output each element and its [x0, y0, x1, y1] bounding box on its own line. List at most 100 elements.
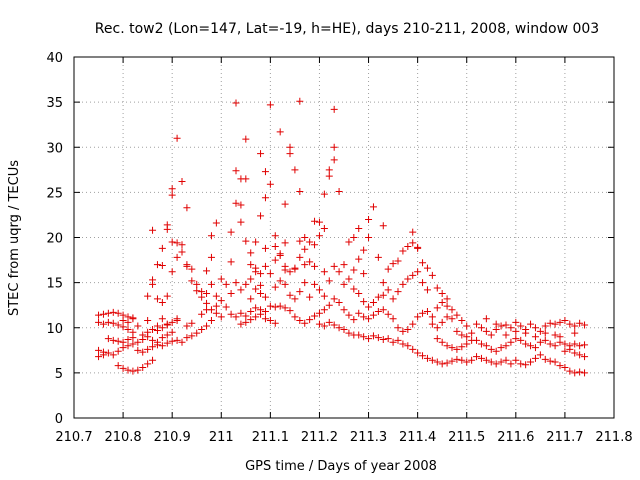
data-point — [502, 321, 510, 329]
data-points — [95, 97, 589, 377]
data-point — [477, 324, 485, 332]
y-tick-label: 5 — [55, 367, 63, 382]
data-point — [129, 367, 137, 375]
data-point — [217, 297, 225, 305]
x-tick-label: 211.7 — [546, 430, 583, 445]
data-point — [531, 333, 539, 341]
data-point — [384, 286, 392, 294]
data-point — [473, 320, 481, 328]
data-point — [546, 340, 554, 348]
data-point — [458, 317, 466, 325]
data-point — [257, 150, 265, 158]
data-point — [296, 288, 304, 296]
data-point — [419, 259, 427, 267]
data-point — [492, 360, 500, 368]
data-point — [242, 318, 250, 326]
data-point — [458, 356, 466, 364]
data-point — [428, 356, 436, 364]
data-point — [203, 289, 211, 297]
data-point — [463, 322, 471, 330]
data-point — [271, 319, 279, 327]
data-point — [207, 253, 215, 261]
data-point — [183, 322, 191, 330]
data-point — [350, 266, 358, 274]
data-point — [158, 261, 166, 269]
data-point — [296, 187, 304, 195]
data-point — [261, 168, 269, 176]
data-point — [438, 289, 446, 297]
data-point — [315, 309, 323, 317]
data-point — [320, 268, 328, 276]
data-point — [261, 293, 269, 301]
data-point — [365, 303, 373, 311]
data-point — [379, 306, 387, 314]
data-point — [237, 320, 245, 328]
data-point — [266, 270, 274, 278]
data-point — [414, 243, 422, 251]
data-point — [487, 331, 495, 339]
data-point — [257, 289, 265, 297]
data-point — [551, 331, 559, 339]
data-point — [556, 362, 564, 370]
data-point — [124, 335, 132, 343]
data-point — [193, 287, 201, 295]
data-point — [286, 291, 294, 299]
data-point — [144, 328, 152, 336]
data-point — [266, 101, 274, 109]
data-point — [369, 311, 377, 319]
data-point — [163, 225, 171, 233]
data-point — [325, 301, 333, 309]
data-point — [404, 342, 412, 350]
data-point — [482, 327, 490, 335]
data-point — [340, 306, 348, 314]
data-point — [360, 298, 368, 306]
data-point — [463, 358, 471, 366]
data-point — [581, 369, 589, 377]
data-point — [468, 329, 476, 337]
data-point — [340, 261, 348, 269]
data-point — [286, 150, 294, 158]
data-point — [139, 363, 147, 371]
data-point — [242, 280, 250, 288]
data-point — [158, 334, 166, 342]
data-point — [134, 322, 142, 330]
data-point — [320, 322, 328, 330]
data-point — [350, 316, 358, 324]
data-point — [330, 262, 338, 270]
data-point — [414, 268, 422, 276]
data-point — [531, 324, 539, 332]
data-point — [173, 239, 181, 247]
data-point — [369, 298, 377, 306]
data-point — [571, 369, 579, 377]
data-point — [369, 332, 377, 340]
data-point — [443, 359, 451, 367]
data-point — [124, 326, 132, 334]
data-point — [379, 291, 387, 299]
data-point — [144, 360, 152, 368]
data-point — [276, 128, 284, 136]
data-point — [178, 178, 186, 186]
data-point — [252, 264, 260, 272]
data-point — [536, 351, 544, 359]
data-point — [453, 327, 461, 335]
data-point — [237, 309, 245, 317]
data-point — [428, 320, 436, 328]
data-point — [551, 358, 559, 366]
data-point — [374, 293, 382, 301]
data-point — [203, 322, 211, 330]
data-point — [340, 280, 348, 288]
data-point — [320, 306, 328, 314]
data-point — [423, 286, 431, 294]
data-point — [306, 316, 314, 324]
data-point — [311, 217, 319, 225]
data-point — [507, 338, 515, 346]
data-point — [291, 166, 299, 174]
data-point — [355, 224, 363, 232]
data-point — [139, 348, 147, 356]
data-point — [271, 303, 279, 311]
data-point — [404, 243, 412, 251]
data-point — [409, 271, 417, 279]
data-point — [212, 219, 220, 227]
data-point — [99, 351, 107, 359]
data-point — [247, 261, 255, 269]
